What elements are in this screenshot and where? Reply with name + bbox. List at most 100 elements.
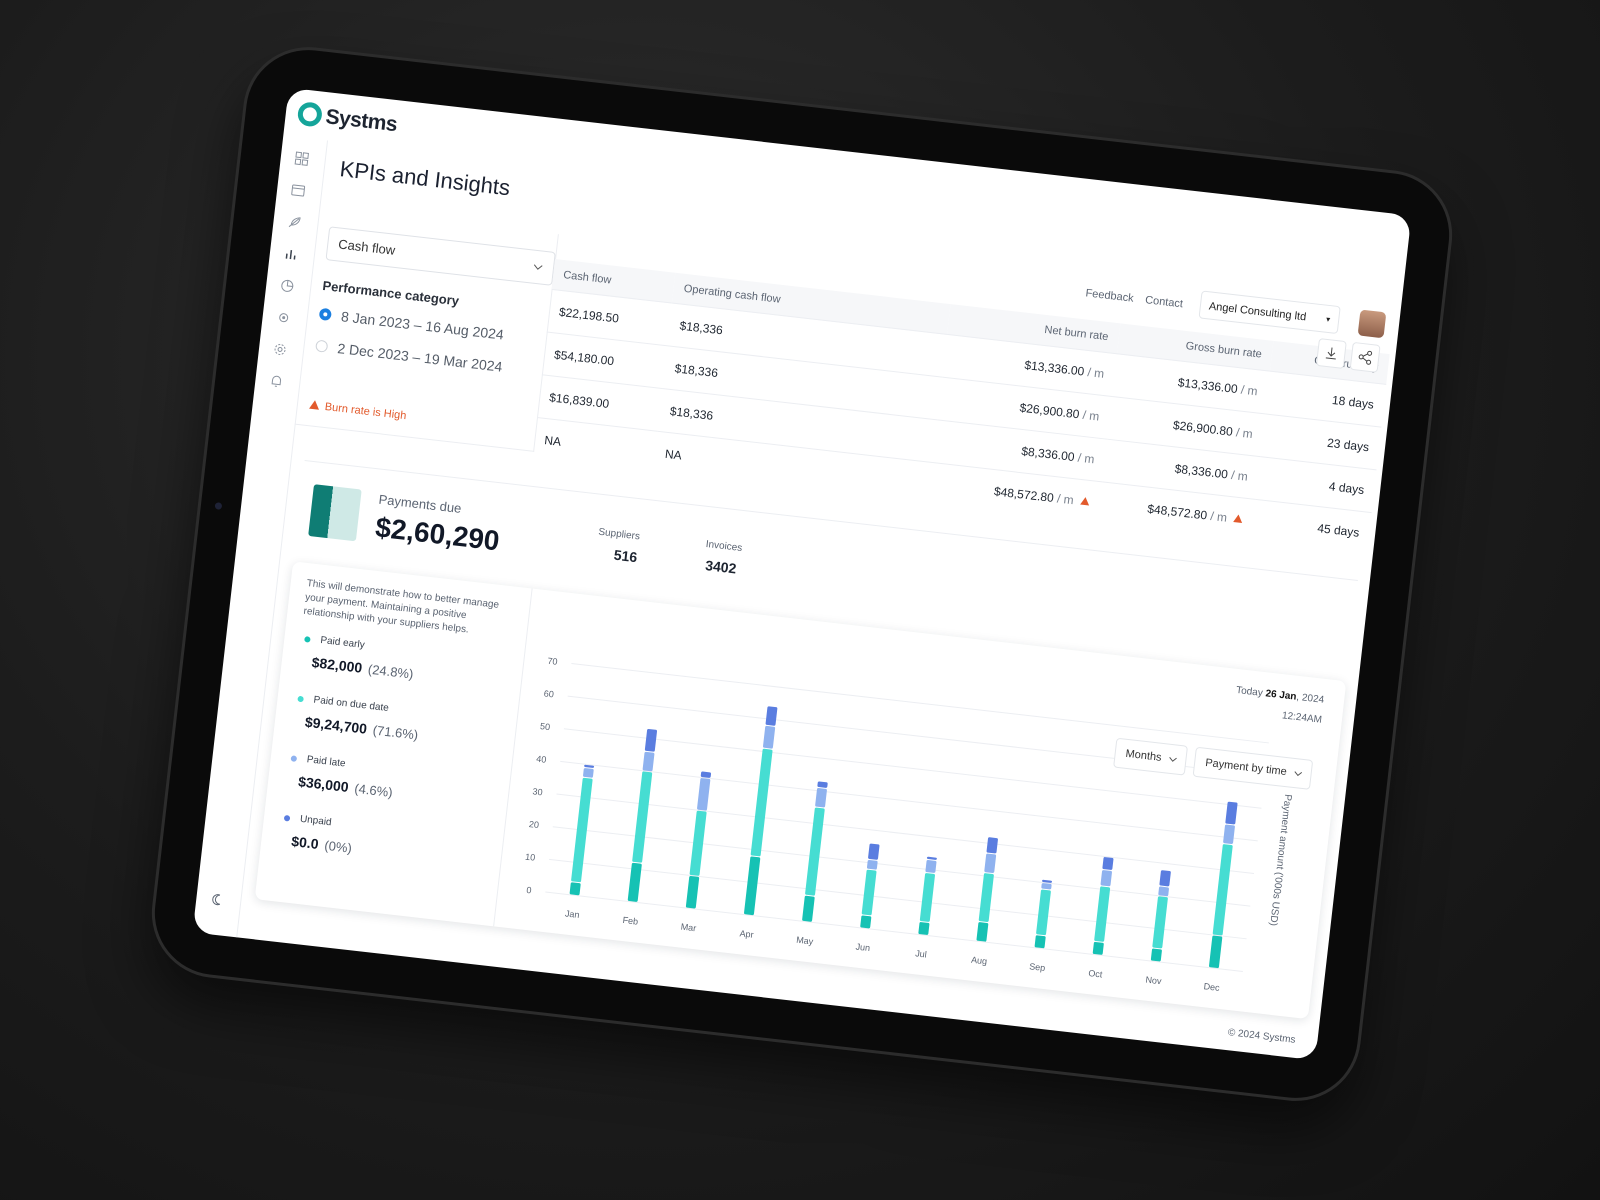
bar-segment bbox=[765, 706, 778, 726]
cell-value: $54,180.00 bbox=[553, 347, 615, 369]
warning-icon bbox=[309, 400, 319, 410]
cell-value: $26,900.80 bbox=[1018, 400, 1081, 422]
select-value: Cash flow bbox=[337, 236, 396, 258]
x-tick-label: Jun bbox=[855, 942, 871, 954]
legend-amount: $36,000 (4.6%) bbox=[297, 773, 393, 800]
rate-unit: / m bbox=[1081, 407, 1101, 424]
amount: $0.0 bbox=[290, 832, 320, 852]
y-tick-label: 0 bbox=[526, 885, 532, 896]
grid-line bbox=[560, 760, 1258, 842]
bar-segment bbox=[1042, 879, 1053, 883]
cell-value: $18,336 bbox=[669, 404, 714, 423]
cell-value: $8,336.00 bbox=[1020, 444, 1076, 465]
filter-label: Performance category bbox=[321, 277, 460, 309]
brand[interactable]: Systms bbox=[324, 105, 399, 137]
x-tick-label: Feb bbox=[622, 915, 639, 927]
nav-notifications[interactable] bbox=[269, 374, 284, 389]
nav-dashboard[interactable] bbox=[294, 151, 309, 166]
legend-name: Paid late bbox=[306, 754, 347, 770]
chart: 0 10 20 30 40 50 60 70 Payment amount ('000s USD… bbox=[525, 656, 1294, 993]
radio-label[interactable]: 8 Jan 2023 – 16 Aug 2024 bbox=[340, 308, 505, 343]
nav-cards[interactable] bbox=[290, 183, 306, 198]
cell-value: $18,336 bbox=[674, 361, 719, 381]
rate-unit: / m bbox=[1230, 467, 1249, 484]
period-dropdown[interactable]: Months bbox=[1113, 737, 1189, 776]
x-tick-label: Nov bbox=[1145, 975, 1163, 987]
x-tick-label: May bbox=[796, 935, 815, 947]
bar-segment bbox=[627, 862, 642, 902]
rate-unit: / m bbox=[1077, 450, 1096, 467]
bar-segment bbox=[1100, 870, 1112, 887]
bar-segment bbox=[984, 853, 997, 874]
y-tick-label: 30 bbox=[532, 786, 543, 797]
bar-segment bbox=[1041, 883, 1052, 890]
nav-link[interactable]: Feedback bbox=[1084, 287, 1135, 305]
download-button[interactable] bbox=[1315, 338, 1347, 370]
view-dropdown[interactable]: Payment by time bbox=[1192, 746, 1314, 790]
amount: $9,24,700 bbox=[304, 713, 368, 737]
bar-segment bbox=[697, 778, 711, 811]
company-select[interactable]: Angel Consulting ltd ▾ bbox=[1198, 290, 1341, 335]
bar-segment bbox=[805, 807, 825, 896]
nav-link[interactable]: Contact bbox=[1144, 294, 1184, 311]
bar-segment bbox=[1152, 896, 1168, 949]
bar-segment bbox=[583, 768, 594, 778]
breakdown-panel: This will demonstrate how to better mana… bbox=[254, 561, 533, 927]
cell-value: 4 days bbox=[1328, 479, 1365, 498]
grid-line bbox=[549, 858, 1247, 940]
y-tick-label: 70 bbox=[547, 656, 558, 667]
legend-name: Paid on due date bbox=[312, 694, 390, 715]
nav-insights[interactable] bbox=[283, 246, 298, 261]
table-row: NA NA $48,572.80 / m $48,572.80 / m 45 days bbox=[532, 417, 1372, 555]
legend-dot bbox=[304, 636, 311, 643]
x-tick-label: Oct bbox=[1088, 968, 1104, 980]
cell-value: $13,336.00 bbox=[1177, 375, 1239, 397]
nav-settings[interactable] bbox=[272, 342, 287, 357]
category-select[interactable]: Cash flow bbox=[325, 226, 556, 286]
bar-segment bbox=[986, 837, 998, 854]
note: This will demonstrate how to better mana… bbox=[302, 578, 500, 636]
radio[interactable] bbox=[318, 307, 332, 322]
cell-value: 45 days bbox=[1316, 521, 1361, 540]
radio-label[interactable]: 2 Dec 2023 – 19 Mar 2024 bbox=[336, 340, 504, 375]
download-icon bbox=[1325, 347, 1336, 360]
avatar[interactable] bbox=[1357, 309, 1387, 339]
y-tick-label: 10 bbox=[525, 852, 536, 863]
theme-toggle[interactable] bbox=[210, 892, 225, 907]
camera bbox=[214, 502, 223, 510]
nav-feather[interactable] bbox=[287, 215, 302, 230]
cell-value: 18 days bbox=[1331, 392, 1375, 412]
y-tick-label: 20 bbox=[528, 819, 539, 830]
bar-segment bbox=[642, 751, 655, 772]
table-cell: $48,572.80 / m bbox=[1097, 481, 1256, 542]
y-axis-label: Payment amount ('000s USD) bbox=[1267, 794, 1293, 927]
share: (71.6%) bbox=[372, 722, 419, 743]
nav-integrations[interactable] bbox=[276, 310, 291, 325]
nav-reports[interactable] bbox=[280, 278, 295, 293]
bar-segment bbox=[868, 843, 880, 860]
bar-segment bbox=[861, 869, 877, 916]
stat-label: Invoices bbox=[705, 538, 743, 555]
share-button[interactable] bbox=[1349, 341, 1381, 373]
payments-card: This will demonstrate how to better mana… bbox=[254, 561, 1347, 1020]
share: (4.6%) bbox=[353, 780, 394, 801]
cell-value: $48,572.80 bbox=[993, 484, 1055, 505]
bar-segment bbox=[817, 781, 828, 788]
grid-line bbox=[556, 793, 1255, 875]
bar-segment bbox=[1223, 824, 1235, 845]
amount: $82,000 bbox=[310, 654, 364, 676]
cell-value: $26,900.80 bbox=[1172, 418, 1234, 439]
legend-dot bbox=[290, 755, 298, 762]
x-tick-label: Jul bbox=[915, 948, 928, 959]
stat-value: 3402 bbox=[704, 557, 738, 577]
bar-segment bbox=[918, 922, 930, 935]
bar-segment bbox=[644, 728, 658, 752]
cell-value: $22,198.50 bbox=[558, 304, 620, 326]
bar-segment bbox=[919, 873, 935, 922]
radio[interactable] bbox=[315, 339, 329, 353]
dropdown-label: Months bbox=[1124, 747, 1163, 764]
x-tick-label: Mar bbox=[680, 922, 697, 934]
x-tick-label: Jan bbox=[564, 908, 580, 920]
rate-unit: / m bbox=[1086, 365, 1105, 381]
chart-panel: Today 26 Jan, 2024 12:24AM 0 10 20 30 40 50 60… bbox=[493, 588, 1346, 1019]
